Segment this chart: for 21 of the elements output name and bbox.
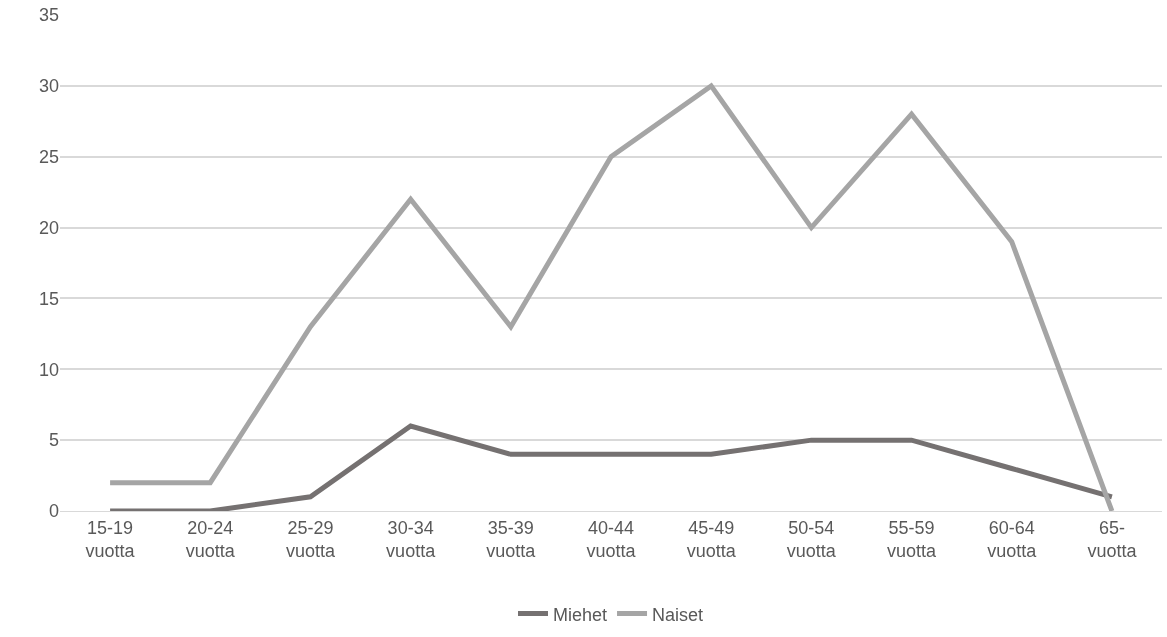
x-tick-label: 30-34 vuotta <box>386 517 437 561</box>
y-tick-label: 15 <box>38 288 59 309</box>
x-tick-label: 50-54 vuotta <box>786 517 837 561</box>
y-tick-label: 25 <box>38 147 59 168</box>
y-tick-label: 5 <box>48 430 59 451</box>
x-tick-label: 45-49 vuotta <box>686 517 737 561</box>
legend-label: Naiset <box>652 604 704 625</box>
y-tick-label: 0 <box>48 501 59 522</box>
x-tick-label: 40-44 vuotta <box>586 517 637 561</box>
y-tick-label: 30 <box>38 76 59 97</box>
x-tick-label: 60-64 vuotta <box>987 517 1038 561</box>
x-tick-label: 15-19 vuotta <box>85 517 136 561</box>
y-tick-label: 35 <box>38 5 59 26</box>
x-tick-label: 35-39 vuotta <box>486 517 537 561</box>
y-tick-label: 10 <box>38 359 59 380</box>
legend-label: Miehet <box>553 604 608 625</box>
y-tick-label: 20 <box>38 217 59 238</box>
x-tick-label: 65- vuotta <box>1087 517 1138 561</box>
x-tick-label: 55-59 vuotta <box>887 517 938 561</box>
x-tick-label: 25-29 vuotta <box>285 517 336 561</box>
x-tick-label: 20-24 vuotta <box>185 517 236 561</box>
